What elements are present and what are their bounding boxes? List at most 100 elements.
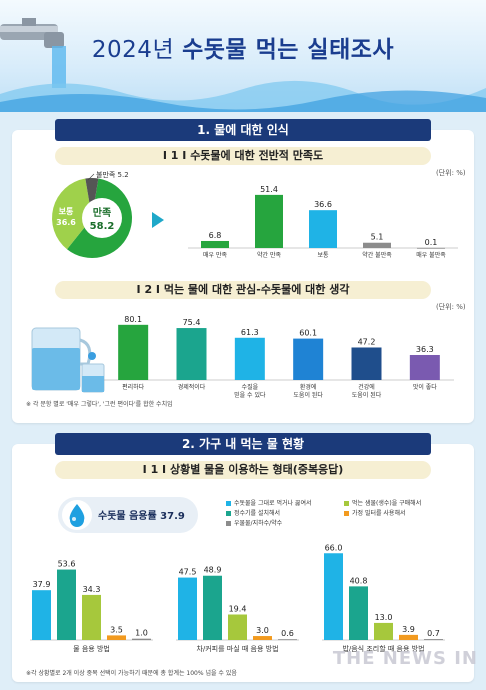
bar-value-label-5: 36.3 [416,345,434,354]
donut-label-satisfied: 만족 [93,206,111,219]
legend-label-4: 우물물/지하수/약수 [234,520,283,527]
bar-2 [309,210,337,248]
section1-heading: 1. 물에 대한 인식 [55,119,431,141]
section1-sub2-heading: I 2 I 먹는 물에 대한 관심-수돗물에 대한 생각 [55,281,431,299]
usage-value-label-2-2: 13.0 [375,613,393,622]
usage-legend: 수돗물을 그대로 먹거나 끓여서 먹는 샘물(생수)을 구매해서정수기를 설치해서… [226,499,466,529]
legend-swatch-0 [226,501,231,506]
title-year: 2024년 [91,37,175,63]
legend-label-2: 정수기를 설치해서 [234,510,281,517]
faucet-icon [0,18,66,88]
bar-value-label-1: 51.4 [260,185,278,194]
usage-bar-1-4 [278,639,297,641]
section2-sub1-heading: I 1 I 상황별 물을 이용하는 형태(중복응답) [55,461,431,479]
bar-category-label-4: 건강에 도움이 된다 [352,383,382,399]
usage-value-label-2-4: 0.7 [427,629,440,638]
donut-leader-line [87,173,95,181]
bar-category-label-3: 약간 불만족 [362,251,392,259]
title-main: 수돗물 먹는 실태조사 [182,37,395,63]
usage-bar-2-4 [424,639,443,640]
usage-bar-0-1 [57,569,76,640]
legend-item-2: 정수기를 설치해서 [226,509,344,519]
usage-value-label-1-2: 19.4 [229,605,247,614]
bar-category-label-2: 수질을 믿을 수 있다 [234,383,266,399]
usage-bar-0-0 [32,590,51,640]
usage-value-label-2-3: 3.9 [402,625,415,634]
bar-value-label-1: 75.4 [183,318,201,327]
bar-value-label-3: 5.1 [371,233,384,242]
usage-bar-2-0 [324,553,343,640]
bar-category-label-0: 편리하다 [122,383,145,391]
legend-swatch-4 [226,521,231,526]
usage-bar-1-1 [203,575,222,640]
usage-value-label-1-0: 47.5 [179,568,197,577]
bar-value-label-0: 6.8 [209,231,222,240]
legend-swatch-1 [344,501,349,506]
usage-bar-2-3 [399,634,418,640]
bar-category-label-2: 보통 [317,252,329,259]
legend-swatch-3 [344,511,349,516]
usage-value-label-1-3: 3.0 [256,626,269,635]
section2-heading: 2. 가구 내 먹는 물 현황 [55,433,431,455]
bar-4 [417,247,445,249]
wave-decoration [0,80,486,112]
usage-bar-0-2 [82,594,101,640]
page-title: 2024년 수돗물 먹는 실태조사 [0,30,486,64]
legend-label-0: 수돗물을 그대로 먹거나 끓여서 [234,500,312,507]
usage-bar-1-0 [178,577,197,640]
usage-value-label-0-2: 34.3 [83,585,101,594]
legend-item-3: 가정 밀터를 사용해서 [344,509,462,519]
donut-label-normal: 보통 [59,206,74,216]
tap-water-rate-box: 수돗물 음용률 37.9 [58,497,198,533]
water-drop-icon [62,500,92,530]
unit-label-2: (단위: %) [436,303,466,311]
usage-group-label-1: 차/커피를 마실 때 음용 방법 [196,644,278,653]
usage-group-label-2: 밥/음식 조리할 때 음용 방법 [342,644,424,653]
section2-panel [12,444,474,682]
bar-category-label-1: 약간 만족 [257,251,281,259]
donut-center [82,198,122,238]
bar-category-label-5: 맛이 좋다 [413,383,437,391]
bar-value-label-3: 60.1 [299,329,317,338]
usage-value-label-2-0: 66.0 [325,543,343,552]
section1-note: ※ 각 문항 별로 '매우 그렇다', '그런 편이다'를 합한 수치임 [26,401,173,408]
bar-4 [351,347,382,380]
usage-bar-2-2 [374,622,393,640]
tap-water-rate-label: 수돗물 음용률 37.9 [98,511,185,522]
usage-bar-0-3 [107,635,126,640]
bar-category-label-3: 환경에 도움이 된다 [293,383,323,399]
bar-value-label-4: 0.1 [425,238,438,247]
donut-value-normal: 36.6 [56,218,76,227]
bar-value-label-4: 47.2 [358,337,376,346]
bar-value-label-2: 36.6 [314,200,332,209]
bar-2 [234,337,265,380]
usage-bar-0-4 [132,638,151,640]
watermark: THE NEWS IN [332,648,478,669]
usage-value-label-0-4: 1.0 [135,629,148,638]
unit-label-1: (단위: %) [436,169,466,177]
usage-value-label-0-3: 3.5 [110,625,123,634]
legend-swatch-2 [226,511,231,516]
usage-value-label-0-0: 37.9 [33,580,51,589]
usage-value-label-0-1: 53.6 [58,560,76,569]
bar-value-label-2: 61.3 [241,328,259,337]
donut-slice-2 [85,178,99,218]
section2-note: ※각 상황별로 2개 이상 중복 선택이 가능하기 때문에 총 합계는 100%… [26,670,237,677]
legend-item-4: 우물물/지하수/약수 [226,519,344,529]
usage-value-label-1-1: 48.9 [204,566,222,575]
bar-value-label-0: 80.1 [124,315,142,324]
bar-category-label-0: 매우 만족 [203,251,227,259]
usage-value-label-1-4: 0.6 [281,629,294,638]
usage-bar-2-1 [349,586,368,640]
donut-label-dissatisfied: 불만족 5.2 [96,170,129,179]
satisfaction-bar-chart: 6.8 매우 만족 51.4 약간 만족 36.6 보통 5.1 약간 불만족 0.1 매우 불만… [188,185,458,259]
legend-item-1: 먹는 샘물(생수)을 구매해서 [344,499,462,509]
legend-label-1: 먹는 샘물(생수)을 구매해서 [352,500,422,507]
bar-category-label-4: 매우 불만족 [416,251,446,259]
perception-bar-chart: 80.1 편리하다 75.4 경제적이다 61.3 수질을 믿을 수 있다 60.1 환경에 도움… [104,315,454,399]
bar-0 [201,240,229,248]
bar-1 [176,328,207,380]
usage-bar-1-3 [253,636,272,640]
usage-group-label-0: 물 음용 방법 [73,644,110,653]
water-pitcher-icon [31,327,105,393]
